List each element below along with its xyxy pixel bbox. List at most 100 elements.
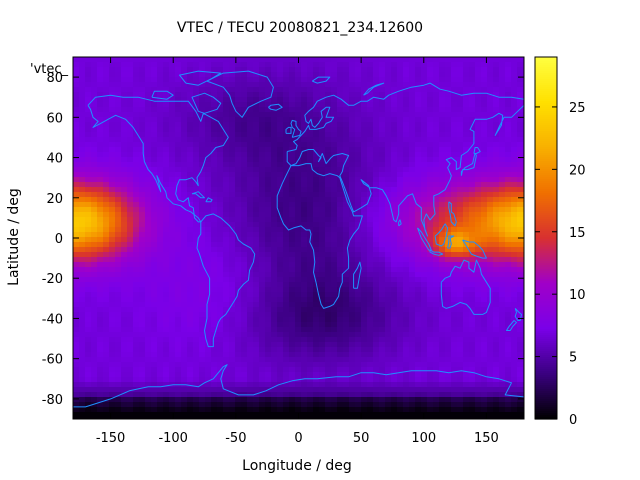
heatmap-cell bbox=[451, 232, 458, 238]
heatmap-cell bbox=[313, 382, 320, 388]
heatmap-cell bbox=[169, 162, 176, 168]
heatmap-cell bbox=[169, 117, 176, 123]
heatmap-cell bbox=[511, 372, 518, 378]
heatmap-cell bbox=[103, 277, 110, 283]
heatmap-cell bbox=[493, 187, 500, 193]
heatmap-cell bbox=[187, 62, 194, 68]
heatmap-cell bbox=[133, 267, 140, 273]
heatmap-cell bbox=[505, 237, 512, 243]
heatmap-cell bbox=[391, 367, 398, 373]
heatmap-cell bbox=[289, 142, 296, 148]
heatmap-cell bbox=[397, 377, 404, 383]
heatmap-cell bbox=[229, 382, 236, 388]
heatmap-cell bbox=[505, 202, 512, 208]
heatmap-cell bbox=[325, 272, 332, 278]
heatmap-cell bbox=[91, 347, 98, 353]
heatmap-cell bbox=[241, 97, 248, 103]
heatmap-cell bbox=[169, 317, 176, 323]
heatmap-cell bbox=[151, 82, 158, 88]
heatmap-cell bbox=[451, 337, 458, 343]
heatmap-cell bbox=[403, 357, 410, 363]
heatmap-cell bbox=[79, 67, 86, 73]
heatmap-cell bbox=[109, 82, 116, 88]
heatmap-cell bbox=[73, 132, 80, 138]
heatmap-cell bbox=[241, 312, 248, 318]
heatmap-cell bbox=[361, 82, 368, 88]
heatmap-cell bbox=[271, 177, 278, 183]
heatmap-cell bbox=[499, 152, 506, 158]
heatmap-cell bbox=[193, 72, 200, 78]
heatmap-cell bbox=[169, 212, 176, 218]
heatmap-cell bbox=[289, 152, 296, 158]
heatmap-cell bbox=[163, 332, 170, 338]
heatmap-cell bbox=[349, 147, 356, 153]
heatmap-cell bbox=[79, 122, 86, 128]
heatmap-cell bbox=[379, 357, 386, 363]
heatmap-cell bbox=[79, 287, 86, 293]
heatmap-cell bbox=[421, 167, 428, 173]
heatmap-cell bbox=[151, 247, 158, 253]
heatmap-cell bbox=[391, 237, 398, 243]
heatmap-cell bbox=[73, 262, 80, 268]
heatmap-cell bbox=[433, 147, 440, 153]
heatmap-cell bbox=[391, 247, 398, 253]
heatmap-cell bbox=[157, 57, 164, 63]
heatmap-cell bbox=[259, 107, 266, 113]
heatmap-cell bbox=[199, 357, 206, 363]
heatmap-cell bbox=[121, 242, 128, 248]
heatmap-cell bbox=[301, 152, 308, 158]
heatmap-cell bbox=[103, 327, 110, 333]
heatmap-cell bbox=[427, 262, 434, 268]
heatmap-cell bbox=[331, 107, 338, 113]
heatmap-cell bbox=[439, 187, 446, 193]
heatmap-cell bbox=[133, 127, 140, 133]
heatmap-cell bbox=[403, 67, 410, 73]
heatmap-cell bbox=[133, 287, 140, 293]
heatmap-cell bbox=[133, 192, 140, 198]
heatmap-cell bbox=[85, 362, 92, 368]
heatmap-cell bbox=[151, 232, 158, 238]
heatmap-cell bbox=[247, 377, 254, 383]
heatmap-cell bbox=[355, 302, 362, 308]
heatmap-cell bbox=[469, 112, 476, 118]
heatmap-cell bbox=[517, 142, 524, 148]
heatmap-cell bbox=[193, 367, 200, 373]
heatmap-cell bbox=[163, 362, 170, 368]
heatmap-cell bbox=[367, 337, 374, 343]
heatmap-cell bbox=[481, 202, 488, 208]
heatmap-cell bbox=[229, 182, 236, 188]
heatmap-cell bbox=[91, 67, 98, 73]
heatmap-cell bbox=[283, 277, 290, 283]
heatmap-cell bbox=[193, 147, 200, 153]
heatmap-cell bbox=[253, 67, 260, 73]
heatmap-cell bbox=[271, 207, 278, 213]
heatmap-cell bbox=[121, 137, 128, 143]
heatmap-cell bbox=[385, 357, 392, 363]
heatmap-cell bbox=[463, 57, 470, 63]
heatmap-cell bbox=[355, 197, 362, 203]
heatmap-cell bbox=[433, 217, 440, 223]
heatmap-cell bbox=[277, 177, 284, 183]
heatmap-cell bbox=[385, 212, 392, 218]
heatmap-cell bbox=[295, 177, 302, 183]
heatmap-cell bbox=[439, 57, 446, 63]
heatmap-cell bbox=[331, 317, 338, 323]
heatmap-cell bbox=[259, 57, 266, 63]
heatmap-cell bbox=[475, 87, 482, 93]
heatmap-cell bbox=[109, 382, 116, 388]
heatmap-cell bbox=[235, 332, 242, 338]
heatmap-cell bbox=[319, 202, 326, 208]
heatmap-cell bbox=[313, 302, 320, 308]
heatmap-cell bbox=[331, 357, 338, 363]
heatmap-cell bbox=[163, 167, 170, 173]
heatmap-cell bbox=[235, 207, 242, 213]
heatmap-cell bbox=[289, 277, 296, 283]
heatmap-cell bbox=[181, 67, 188, 73]
heatmap-cell bbox=[151, 267, 158, 273]
heatmap-cell bbox=[169, 277, 176, 283]
heatmap-cell bbox=[79, 222, 86, 228]
heatmap-cell bbox=[367, 132, 374, 138]
heatmap-cell bbox=[475, 172, 482, 178]
heatmap-cell bbox=[91, 287, 98, 293]
heatmap-cell bbox=[487, 347, 494, 353]
